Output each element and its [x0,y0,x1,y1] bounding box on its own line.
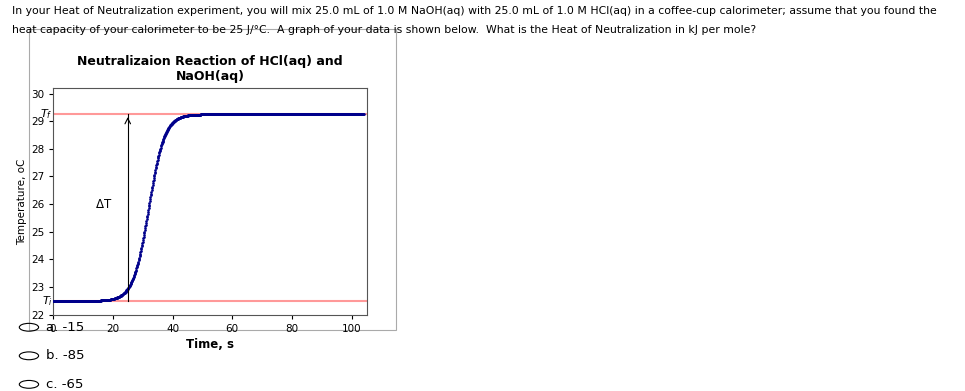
Text: b. -85: b. -85 [46,349,85,362]
Title: Neutralizaion Reaction of HCl(aq) and
NaOH(aq): Neutralizaion Reaction of HCl(aq) and Na… [77,55,343,83]
Text: a. -15: a. -15 [46,321,85,334]
Text: c. -65: c. -65 [46,378,84,391]
Text: $T_i$: $T_i$ [41,294,53,308]
Y-axis label: Temperature, oC: Temperature, oC [16,158,27,244]
Text: In your Heat of Neutralization experiment, you will mix 25.0 mL of 1.0 M NaOH(aq: In your Heat of Neutralization experimen… [12,6,936,16]
Text: heat capacity of your calorimeter to be 25 J/°C.  A graph of your data is shown : heat capacity of your calorimeter to be … [12,25,756,36]
Text: $\Delta$T: $\Delta$T [96,197,113,211]
Text: $T_f$: $T_f$ [41,108,53,121]
X-axis label: Time, s: Time, s [186,338,234,351]
